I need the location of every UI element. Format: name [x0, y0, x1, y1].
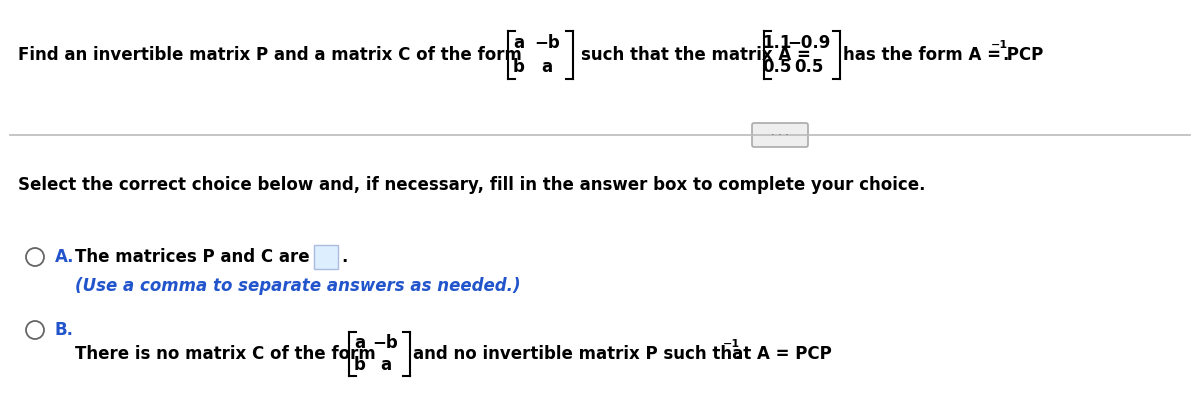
Text: 0.5: 0.5 — [794, 58, 824, 76]
Text: a: a — [354, 334, 365, 352]
Text: −b: −b — [534, 34, 559, 52]
Text: Find an invertible matrix P and a matrix C of the form: Find an invertible matrix P and a matrix… — [18, 46, 522, 64]
Text: Select the correct choice below and, if necessary, fill in the answer box to com: Select the correct choice below and, if … — [18, 176, 925, 194]
Text: The matrices P and C are: The matrices P and C are — [74, 248, 310, 266]
Text: There is no matrix C of the form: There is no matrix C of the form — [74, 345, 376, 363]
FancyBboxPatch shape — [314, 245, 338, 269]
Text: b: b — [512, 58, 524, 76]
Text: −1: −1 — [722, 339, 739, 349]
Text: a: a — [514, 34, 524, 52]
Text: a: a — [380, 356, 391, 374]
Text: 1.1: 1.1 — [762, 34, 792, 52]
Text: −b: −b — [373, 334, 398, 352]
Text: a: a — [541, 58, 552, 76]
Text: such that the matrix A =: such that the matrix A = — [581, 46, 811, 64]
FancyBboxPatch shape — [752, 123, 808, 147]
Text: .: . — [734, 345, 740, 363]
Text: 0.5: 0.5 — [762, 58, 792, 76]
Text: A.: A. — [55, 248, 74, 266]
Text: B.: B. — [55, 321, 74, 339]
Text: −0.9: −0.9 — [787, 34, 830, 52]
Text: .: . — [341, 248, 347, 266]
Text: −1: −1 — [991, 40, 1008, 50]
Text: · · ·: · · · — [772, 130, 788, 140]
Text: b: b — [354, 356, 366, 374]
Text: (Use a comma to separate answers as needed.): (Use a comma to separate answers as need… — [74, 277, 521, 295]
Text: has the form A = PCP: has the form A = PCP — [842, 46, 1043, 64]
Text: .: . — [1003, 46, 1009, 64]
Text: and no invertible matrix P such that A = PCP: and no invertible matrix P such that A =… — [413, 345, 832, 363]
